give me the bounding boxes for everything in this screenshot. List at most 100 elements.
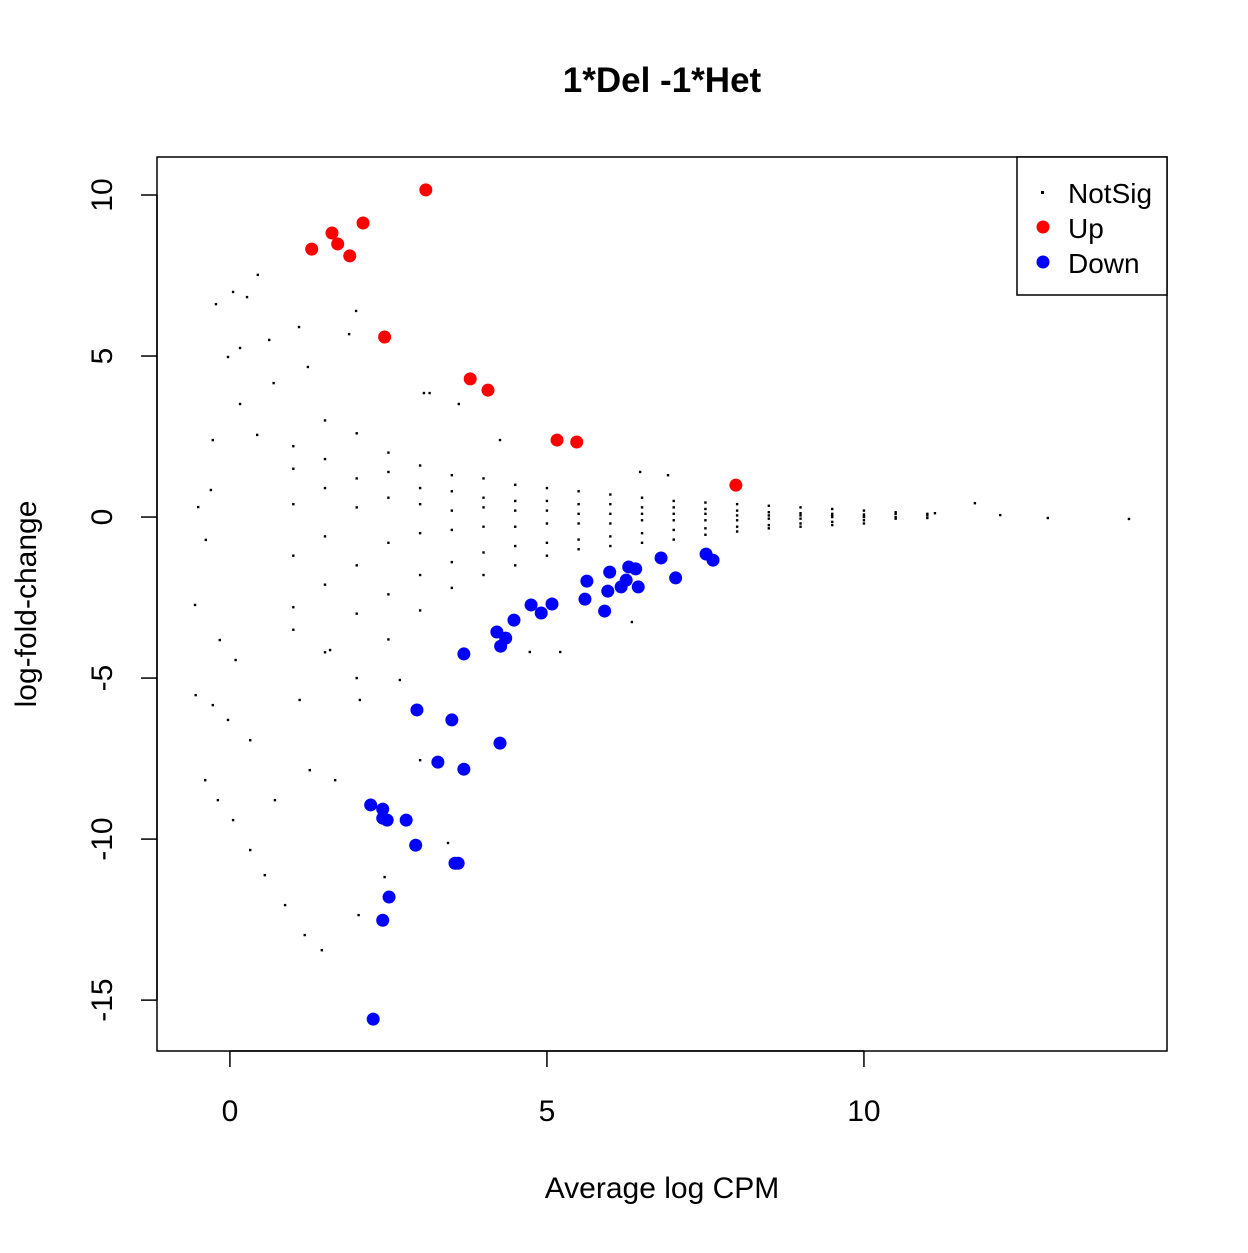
point-notsig [799,511,802,515]
point-notsig [577,538,580,541]
point-down [603,565,617,579]
point-down [598,604,612,618]
legend-marker-notsig [1041,191,1044,194]
point-notsig [704,533,707,536]
point-notsig [211,703,214,707]
point-notsig [545,541,549,545]
point-notsig [672,519,675,522]
point-notsig [482,496,485,499]
point-up [378,330,392,344]
point-notsig [1127,517,1131,521]
point-notsig [704,512,707,516]
point-notsig [450,528,454,532]
point-up [331,237,345,251]
point-up [729,478,743,492]
point-notsig [204,538,208,542]
point-notsig [418,758,422,762]
point-down [631,580,645,594]
point-notsig [422,391,426,395]
point-notsig [249,848,252,852]
point-down [399,813,413,827]
point-notsig [450,473,454,477]
point-notsig [577,502,580,506]
point-notsig [609,535,612,538]
point-notsig [704,501,707,504]
point-notsig [355,506,358,509]
point-notsig [263,873,266,877]
point-notsig [357,913,360,917]
y-tick-label: 10 [86,178,119,211]
point-notsig [387,470,390,474]
point-notsig [203,778,207,782]
point-notsig [545,554,549,557]
point-notsig [735,519,739,522]
point-notsig [640,506,644,509]
point-notsig [640,519,644,522]
point-up [343,249,357,263]
point-notsig [306,365,310,369]
legend-label-up: Up [1068,213,1104,244]
point-notsig [218,638,221,642]
point-notsig [672,499,675,503]
point-notsig [799,514,802,517]
point-down [366,1012,380,1026]
point-notsig [355,432,358,435]
point-notsig [545,486,549,490]
point-notsig [292,444,295,448]
point-notsig [428,391,431,395]
point-down [580,574,594,588]
point-down [534,606,548,620]
point-notsig [559,650,562,654]
point-notsig [894,517,897,520]
point-notsig [831,515,834,519]
point-notsig [249,739,252,742]
point-notsig [383,875,386,879]
point-notsig [862,522,866,525]
point-notsig [704,527,707,530]
point-notsig [238,346,242,350]
point-notsig [272,381,275,385]
point-down [499,631,513,645]
point-notsig [640,541,644,545]
point-notsig [767,517,771,520]
point-notsig [704,519,707,522]
point-down [376,811,390,825]
legend-label-notsig: NotSig [1068,178,1152,209]
x-tick-label: 5 [539,1095,556,1128]
point-down [409,838,423,852]
y-tick-label: 5 [86,348,119,365]
point-down [654,551,668,565]
point-down [376,913,390,927]
point-notsig [704,507,707,511]
point-notsig [450,560,454,564]
point-notsig [831,514,834,517]
point-notsig [735,502,739,506]
point-notsig [358,698,362,702]
point-notsig [482,477,485,480]
point-notsig [630,620,634,624]
point-notsig [418,486,422,490]
point-notsig [387,541,390,545]
point-notsig [418,573,422,577]
point-notsig [933,511,937,515]
point-notsig [323,457,327,461]
point-down [410,703,424,717]
point-down [445,713,459,727]
point-notsig [609,502,612,506]
point-notsig [418,531,422,535]
point-notsig [672,528,675,532]
point-notsig [255,433,259,437]
point-notsig [355,676,358,680]
axes: 0 5 10 -15 -10 -5 0 5 10 [86,178,881,1128]
point-notsig [672,506,675,509]
legend-marker-up [1036,220,1050,234]
point-notsig [640,531,644,535]
point-notsig [577,512,580,516]
point-notsig [194,693,197,697]
y-tick-label: -5 [86,665,119,692]
point-notsig [256,273,260,277]
point-notsig [355,612,358,615]
point-notsig [297,325,301,329]
point-notsig [638,470,642,474]
point-notsig [387,593,390,596]
